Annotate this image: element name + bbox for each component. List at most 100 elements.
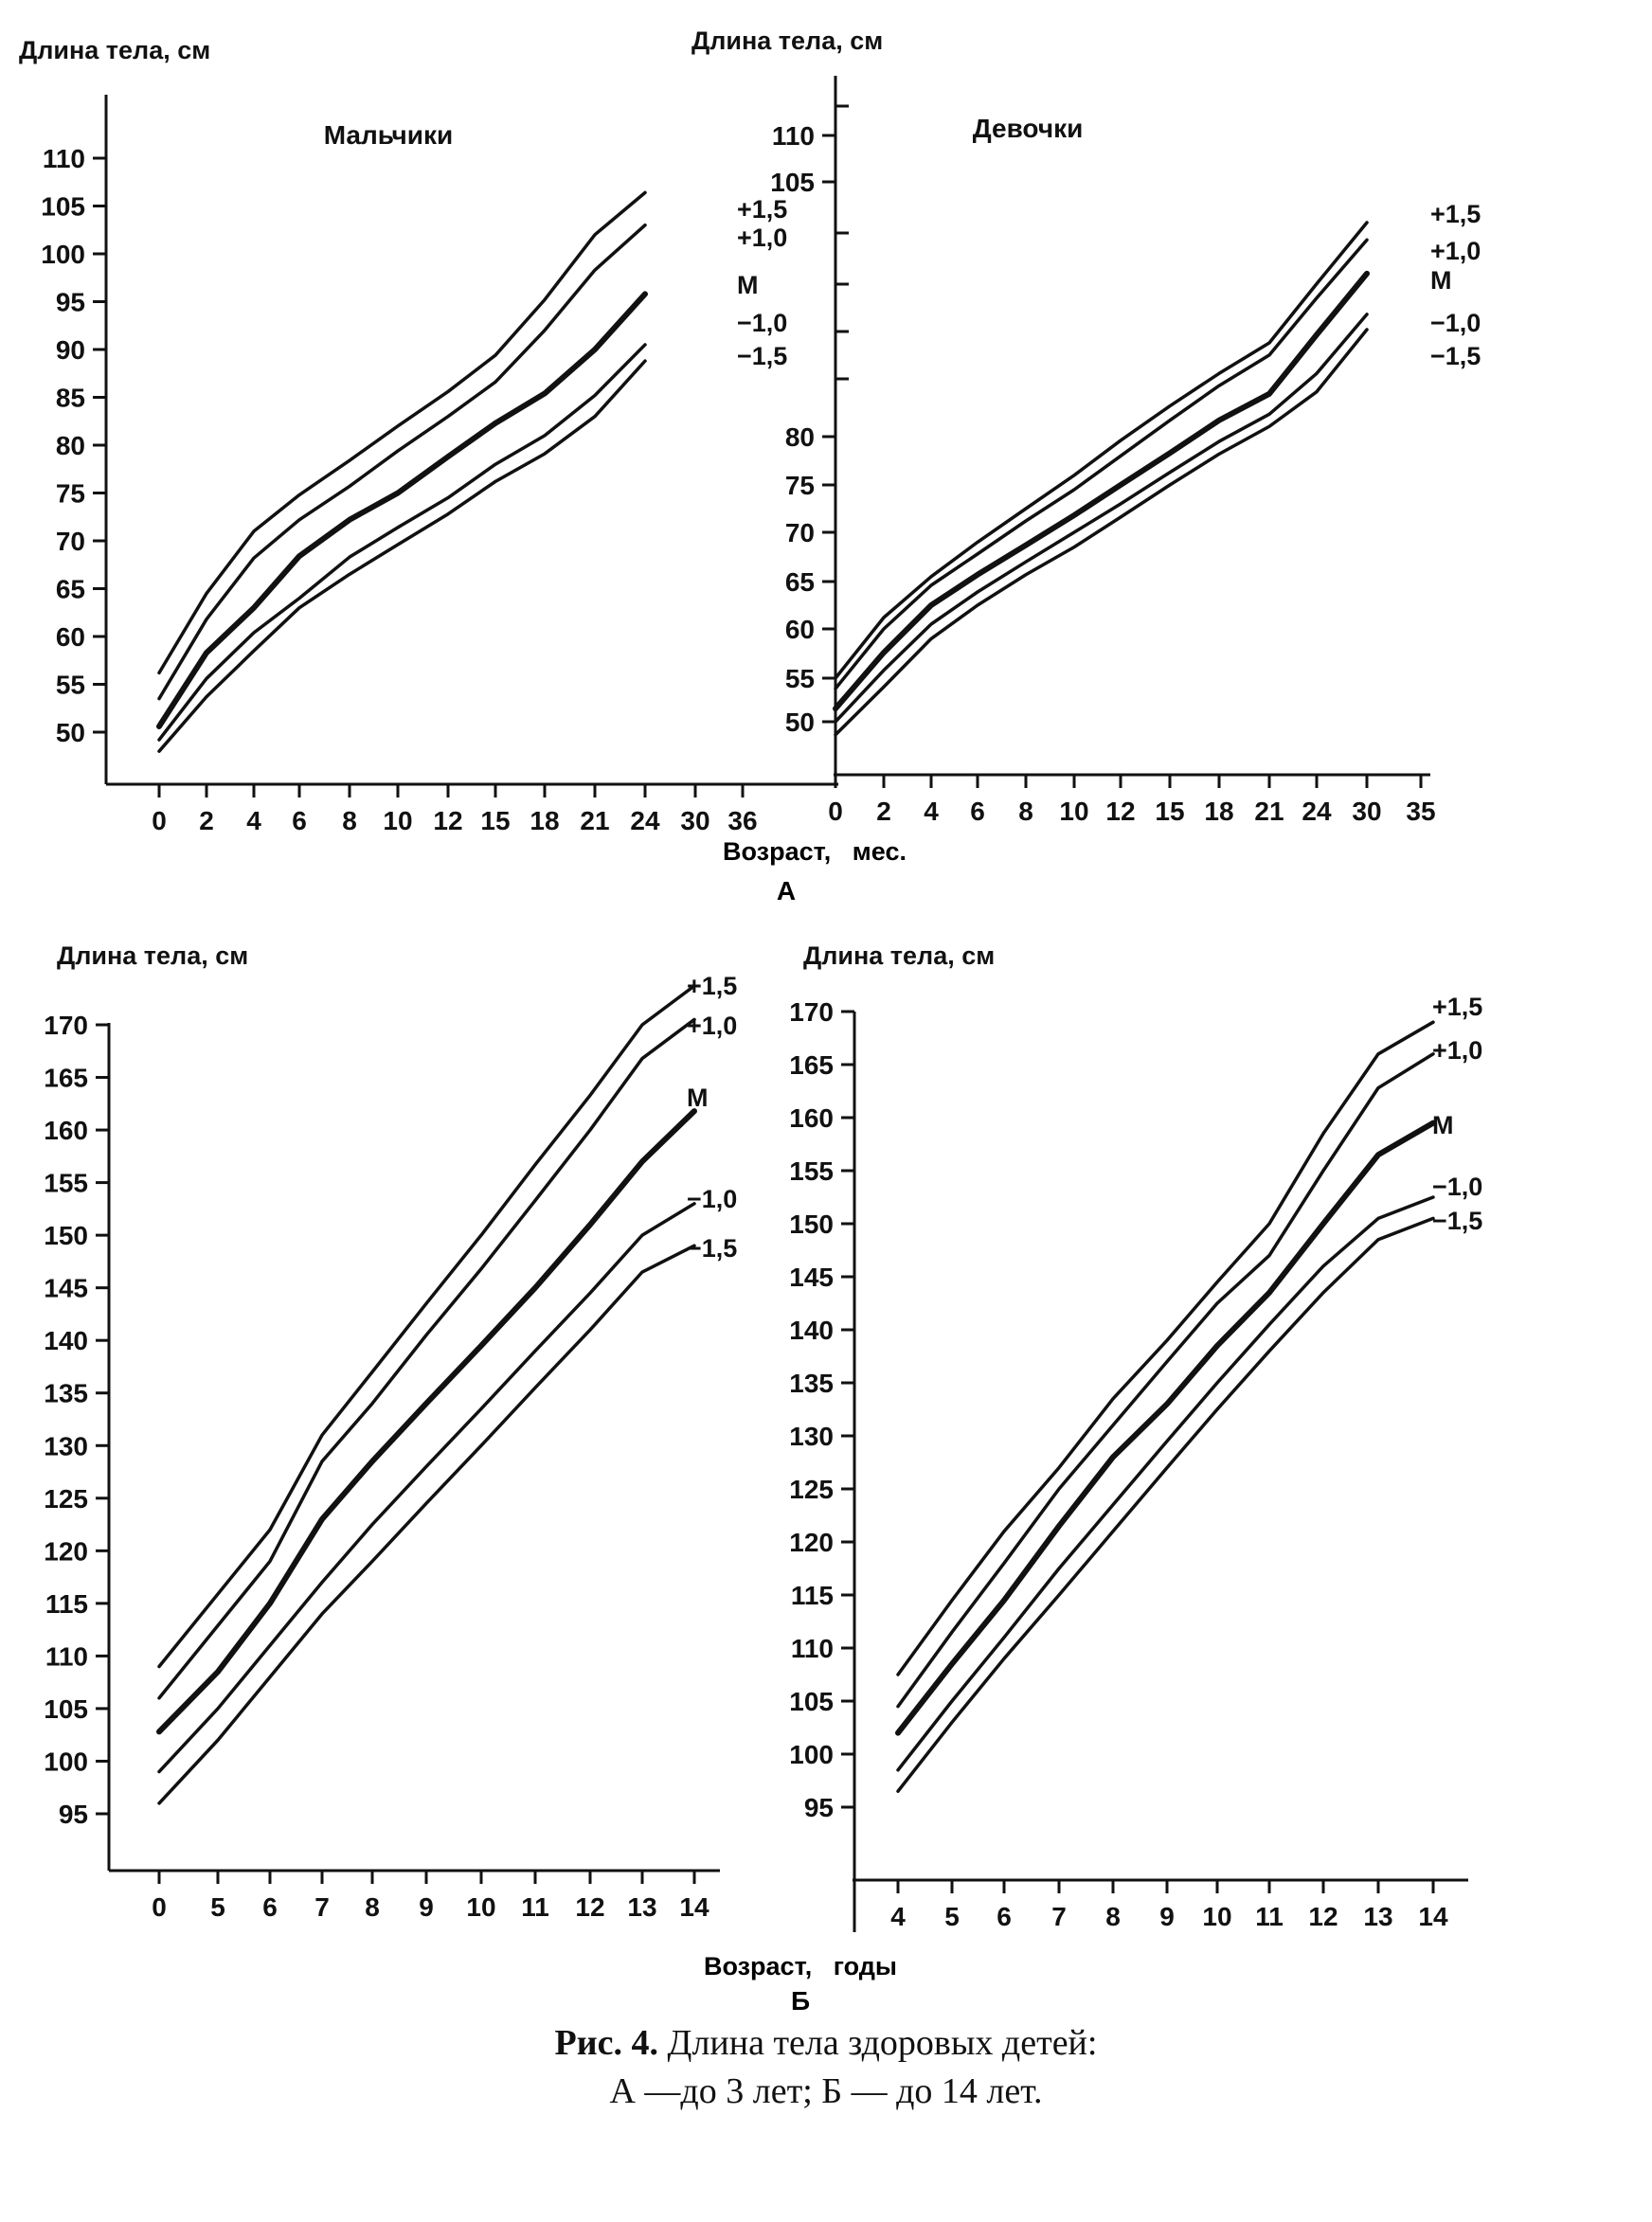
series-label: −1,5 xyxy=(1432,1207,1482,1235)
y-tick-label: 55 xyxy=(785,664,815,693)
series-line-4 xyxy=(896,1216,1435,1793)
x-tick-label: 10 xyxy=(466,1892,495,1922)
series-line-3 xyxy=(157,1202,696,1774)
series-line-0 xyxy=(834,221,1369,680)
x-tick-label: 12 xyxy=(575,1892,604,1922)
x-tick-label: 14 xyxy=(679,1892,709,1922)
x-tick-label: 0 xyxy=(152,1892,167,1922)
y-tick-label: 75 xyxy=(56,479,85,509)
y-tick-label: 150 xyxy=(789,1210,834,1239)
x-tick-label: 8 xyxy=(1018,797,1033,826)
y-axis-label: Длина тела, см xyxy=(803,941,995,970)
y-tick-label: 155 xyxy=(44,1169,88,1198)
x-tick-label: 4 xyxy=(924,797,939,826)
chart-panel-4: 9510010511011512012513013514014515015516… xyxy=(789,941,1482,1932)
y-tick-label: 80 xyxy=(785,422,815,452)
figure-caption-number: Рис. 4. xyxy=(554,2023,659,2063)
y-tick-label: 120 xyxy=(789,1528,834,1557)
series-label: М xyxy=(737,271,759,299)
figure-caption: Рис. 4. Длина тела здоровых детей: xyxy=(0,2022,1652,2064)
y-tick-label: 110 xyxy=(43,144,85,173)
x-tick-label: 12 xyxy=(1308,1902,1338,1931)
figure-caption-line2: А —до 3 лет; Б — до 14 лет. xyxy=(609,2071,1043,2111)
y-tick-label: 115 xyxy=(791,1581,834,1610)
x-tick-label: 12 xyxy=(1105,797,1135,826)
y-tick-label: 105 xyxy=(770,168,815,197)
x-tick-label: 9 xyxy=(419,1892,434,1922)
y-tick-label: 50 xyxy=(56,718,85,747)
series-label: М xyxy=(1432,1111,1454,1139)
series-label: М xyxy=(1430,266,1452,295)
y-tick-label: 145 xyxy=(789,1263,834,1292)
series-line-2 xyxy=(156,1108,697,1735)
series-line-0 xyxy=(157,984,696,1669)
series-line-1 xyxy=(157,1017,696,1700)
y-tick-label: 50 xyxy=(785,708,815,737)
y-tick-label: 95 xyxy=(59,1800,88,1829)
series-label: −1,5 xyxy=(687,1234,737,1263)
series-line-2 xyxy=(895,1120,1436,1736)
x-tick-label: 15 xyxy=(480,806,510,835)
series-line-4 xyxy=(157,1244,696,1805)
x-tick-label: 8 xyxy=(1105,1902,1121,1931)
x-tick-label: 30 xyxy=(1352,797,1381,826)
y-axis-label: Длина тела, см xyxy=(57,941,248,970)
y-tick-label: 140 xyxy=(789,1316,834,1345)
x-tick-label: 4 xyxy=(890,1902,906,1931)
y-axis-label: Длина тела, см xyxy=(19,36,210,64)
series-label: М xyxy=(687,1084,709,1112)
y-tick-label: 150 xyxy=(44,1221,88,1250)
series-line-2 xyxy=(833,270,1370,712)
x-tick-label: 21 xyxy=(580,806,609,835)
x-tick-label: 7 xyxy=(314,1892,330,1922)
y-tick-label: 135 xyxy=(789,1369,834,1398)
y-tick-label: 60 xyxy=(785,615,815,644)
series-label: +1,5 xyxy=(687,972,737,1000)
chart-title: Мальчики xyxy=(324,120,453,150)
x-tick-label: 30 xyxy=(680,806,709,835)
y-tick-label: 105 xyxy=(41,192,85,222)
series-label: +1,0 xyxy=(687,1012,737,1040)
series-label: +1,0 xyxy=(1432,1036,1482,1065)
x-tick-label: 6 xyxy=(970,797,985,826)
y-tick-label: 105 xyxy=(789,1687,834,1716)
x-tick-label: 11 xyxy=(521,1892,549,1922)
series-line-3 xyxy=(157,343,647,742)
y-tick-label: 115 xyxy=(45,1589,88,1619)
x-tick-label: 7 xyxy=(1051,1902,1067,1931)
x-tick-label: 6 xyxy=(997,1902,1012,1931)
series-label: +1,5 xyxy=(1430,200,1481,228)
y-tick-label: 120 xyxy=(44,1536,88,1566)
y-tick-label: 75 xyxy=(785,471,815,500)
x-tick-label: 21 xyxy=(1254,797,1284,826)
series-line-1 xyxy=(896,1052,1435,1709)
x-tick-label: 14 xyxy=(1418,1902,1448,1931)
x-tick-label: 8 xyxy=(342,806,357,835)
y-tick-label: 70 xyxy=(785,518,815,547)
series-line-3 xyxy=(896,1195,1435,1772)
x-tick-label: 5 xyxy=(944,1902,960,1931)
x-tick-label: 8 xyxy=(365,1892,380,1922)
y-axis-label: Длина тела, см xyxy=(691,27,883,55)
x-tick-label: 15 xyxy=(1155,797,1184,826)
y-tick-label: 145 xyxy=(44,1274,88,1303)
chart-panel-3: 9510010511011512012513013514014515015516… xyxy=(44,941,737,1922)
x-tick-label: 2 xyxy=(876,797,891,826)
series-label: +1,5 xyxy=(1432,993,1482,1021)
x-tick-label: 10 xyxy=(1059,797,1088,826)
y-tick-label: 110 xyxy=(772,121,815,151)
series-line-1 xyxy=(157,223,647,701)
shared-xlabel-bottom: Возраст, годы xyxy=(704,1952,897,1980)
x-tick-label: 11 xyxy=(1255,1902,1284,1931)
y-tick-label: 65 xyxy=(56,575,85,604)
x-tick-label: 10 xyxy=(383,806,412,835)
series-label: +1,0 xyxy=(1430,237,1481,265)
series-line-0 xyxy=(157,190,647,675)
x-tick-label: 4 xyxy=(246,806,261,835)
series-label: −1,0 xyxy=(1430,309,1481,337)
series-label: −1,5 xyxy=(1430,342,1481,370)
series-label: −1,5 xyxy=(737,342,787,370)
